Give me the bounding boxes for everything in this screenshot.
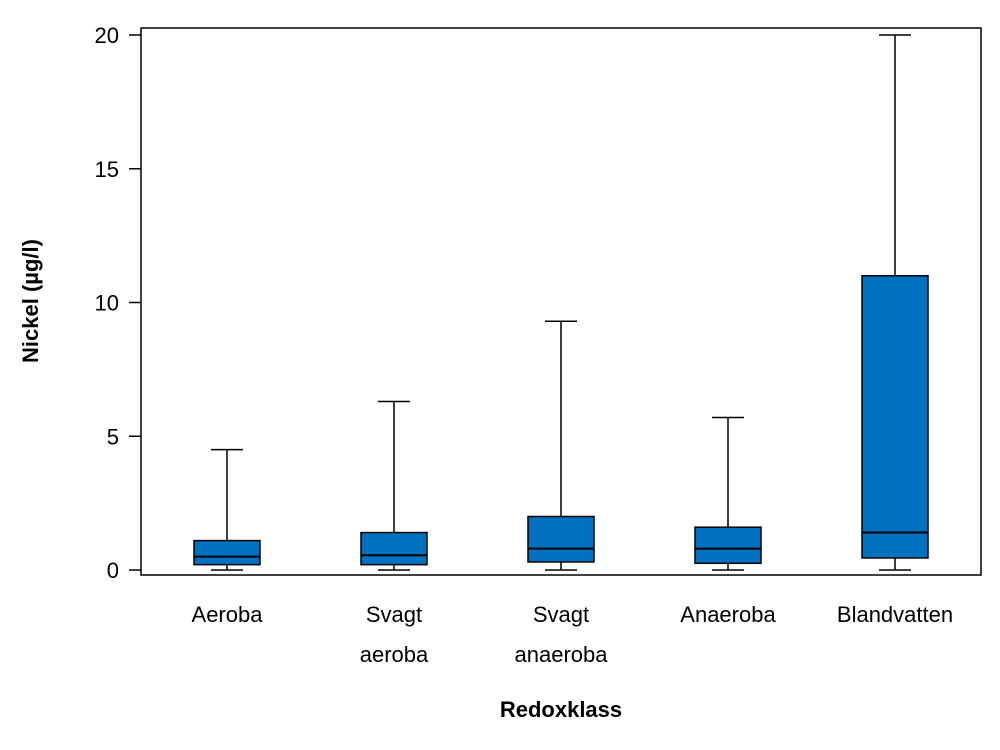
category-label: Svagt aeroba [360, 602, 429, 667]
iqr-box [193, 539, 261, 566]
box-group [360, 400, 428, 571]
category-label-line: anaeroba [515, 642, 609, 667]
box-group [527, 320, 595, 571]
category-label: Blandvatten [837, 602, 953, 627]
y-tick-label: 5 [107, 424, 119, 449]
y-tick-label: 10 [95, 291, 119, 316]
category-label: Aeroba [192, 602, 264, 627]
box-group [861, 34, 929, 571]
category-label-line: aeroba [360, 642, 429, 667]
y-tick-label: 15 [95, 157, 119, 182]
iqr-box [360, 531, 428, 566]
iqr-box [694, 526, 762, 565]
category-label-line: Anaeroba [680, 602, 776, 627]
category-label: Svagt anaeroba [515, 602, 609, 667]
box-group [694, 416, 762, 571]
x-axis: Aeroba Svagt aeroba Svagt anaeroba Anaeroba Bl… [192, 602, 954, 667]
category-label-line: Blandvatten [837, 602, 953, 627]
box-group [193, 448, 261, 571]
plot-frame [140, 27, 982, 576]
iqr-box [861, 275, 929, 559]
y-tick-label: 20 [95, 23, 119, 48]
category-label: Anaeroba [680, 602, 776, 627]
y-axis-title: Nickel (µg/l) [18, 239, 43, 363]
category-label-line: Svagt [533, 602, 589, 627]
y-tick-label: 0 [107, 558, 119, 583]
iqr-box [527, 515, 595, 563]
x-axis-title: Redoxklass [500, 697, 622, 722]
box-series [193, 34, 929, 571]
category-label-line: Aeroba [192, 602, 264, 627]
y-axis: 0 5 10 15 20 [95, 23, 141, 583]
category-label-line: Svagt [366, 602, 422, 627]
